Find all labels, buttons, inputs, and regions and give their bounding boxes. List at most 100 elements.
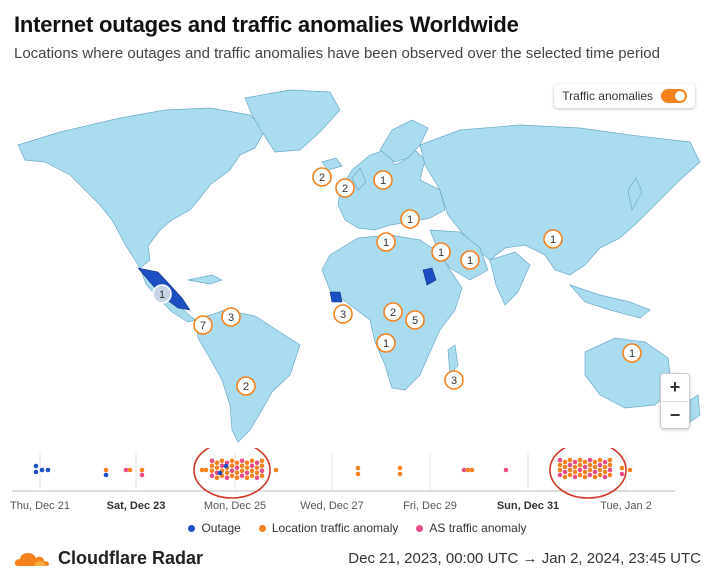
map-marker[interactable]: 1 [543,229,563,249]
timeline-event-dot[interactable] [567,457,573,463]
timeline-event-dot[interactable] [597,457,603,463]
timeline-event-dot[interactable] [254,475,260,481]
timeline-event-dot[interactable] [587,462,593,468]
timeline-event-dot[interactable] [577,472,583,478]
timeline-event-dot[interactable] [127,467,133,473]
timeline-event-dot[interactable] [592,469,598,475]
timeline-event-dot[interactable] [249,458,255,464]
map-marker[interactable]: 3 [221,307,241,327]
timeline-event-dot[interactable] [597,467,603,473]
traffic-anomalies-toggle[interactable]: Traffic anomalies [554,84,695,108]
timeline-event-dot[interactable] [461,467,467,473]
timeline-event-dot[interactable] [562,469,568,475]
legend-item-as-anomaly[interactable]: AS traffic anomaly [416,521,527,535]
timeline-event-dot[interactable] [234,460,240,466]
timeline-event-dot[interactable] [582,459,588,465]
timeline-event-dot[interactable] [239,463,245,469]
timeline-event-dot[interactable] [582,464,588,470]
timeline-event-dot[interactable] [219,458,225,464]
timeline-event-dot[interactable] [597,472,603,478]
timeline-event-dot[interactable] [229,473,235,479]
timeline-event-dot[interactable] [273,467,279,473]
timeline-event-dot[interactable] [587,472,593,478]
timeline-event-dot[interactable] [234,465,240,471]
timeline-event-dot[interactable] [123,467,129,473]
timeline-event-dot[interactable] [592,459,598,465]
toggle-switch[interactable] [661,89,687,103]
map-marker[interactable]: 1 [460,250,480,270]
map-marker[interactable]: 2 [383,302,403,322]
timeline-event-dot[interactable] [259,468,265,474]
zoom-out-button[interactable]: − [661,401,689,429]
timeline-event-dot[interactable] [572,459,578,465]
timeline-event-dot[interactable] [214,475,220,481]
timeline-event-dot[interactable] [355,471,361,477]
map-marker[interactable]: 1 [373,170,393,190]
timeline-event-dot[interactable] [234,470,240,476]
timeline-event-dot[interactable] [465,467,471,473]
map-marker[interactable]: 7 [193,315,213,335]
timeline-event-dot[interactable] [249,473,255,479]
timeline-event-dot[interactable] [217,470,223,476]
map-marker[interactable]: 2 [335,178,355,198]
map-marker[interactable]: 3 [444,370,464,390]
timeline-event-dot[interactable] [607,462,613,468]
timeline-event-dot[interactable] [397,471,403,477]
timeline-event-dot[interactable] [214,465,220,471]
timeline-event-dot[interactable] [139,467,145,473]
timeline-event-dot[interactable] [572,469,578,475]
map-marker[interactable]: 2 [236,376,256,396]
timeline-event-dot[interactable] [244,470,250,476]
cloudflare-radar-logo[interactable]: Cloudflare Radar [14,548,203,569]
timeline-event-dot[interactable] [203,467,209,473]
timeline-event-dot[interactable] [254,460,260,466]
timeline-event-dot[interactable] [587,467,593,473]
timeline-event-dot[interactable] [562,459,568,465]
timeline-event-dot[interactable] [209,458,215,464]
timeline-event-dot[interactable] [209,468,215,474]
timeline-event-dot[interactable] [592,464,598,470]
map-marker[interactable]: 5 [405,310,425,330]
timeline-event-dot[interactable] [607,472,613,478]
timeline-event-dot[interactable] [39,467,45,473]
timeline-event-dot[interactable] [577,457,583,463]
timeline-event-dot[interactable] [572,474,578,480]
timeline-event-dot[interactable] [239,468,245,474]
timeline-event-dot[interactable] [582,474,588,480]
timeline-event-dot[interactable] [582,469,588,475]
timeline-event-dot[interactable] [103,472,109,478]
timeline-event-dot[interactable] [469,467,475,473]
timeline-event-dot[interactable] [249,468,255,474]
legend-item-outage[interactable]: Outage [188,521,241,535]
timeline-event-dot[interactable] [224,475,230,481]
map-marker[interactable]: 1 [376,333,396,353]
timeline-event-dot[interactable] [577,467,583,473]
timeline-event-dot[interactable] [209,473,215,479]
timeline-event-dot[interactable] [45,467,51,473]
timeline-event-dot[interactable] [397,465,403,471]
legend-item-location-anomaly[interactable]: Location traffic anomaly [258,521,398,535]
timeline-event-dot[interactable] [229,458,235,464]
zoom-in-button[interactable]: + [669,377,681,397]
timeline-event-dot[interactable] [214,460,220,466]
map-marker[interactable]: 1 [400,209,420,229]
timeline-event-dot[interactable] [562,474,568,480]
timeline-event-dot[interactable] [229,468,235,474]
timeline-event-dot[interactable] [602,464,608,470]
timeline-event-dot[interactable] [567,462,573,468]
timeline-event-dot[interactable] [567,472,573,478]
timeline-event-dot[interactable] [223,463,229,469]
timeline-event-dot[interactable] [229,463,235,469]
timeline-event-dot[interactable] [627,467,633,473]
timeline-event-dot[interactable] [602,459,608,465]
timeline-event-dot[interactable] [234,475,240,481]
timeline-event-dot[interactable] [244,475,250,481]
timeline-event-dot[interactable] [254,465,260,471]
timeline-event-dot[interactable] [259,463,265,469]
timeline-event-dot[interactable] [219,463,225,469]
timeline-event-dot[interactable] [239,458,245,464]
timeline-event-dot[interactable] [602,469,608,475]
timeline-event-dot[interactable] [557,472,563,478]
timeline-event-dot[interactable] [33,469,39,475]
timeline-event-dot[interactable] [139,472,145,478]
